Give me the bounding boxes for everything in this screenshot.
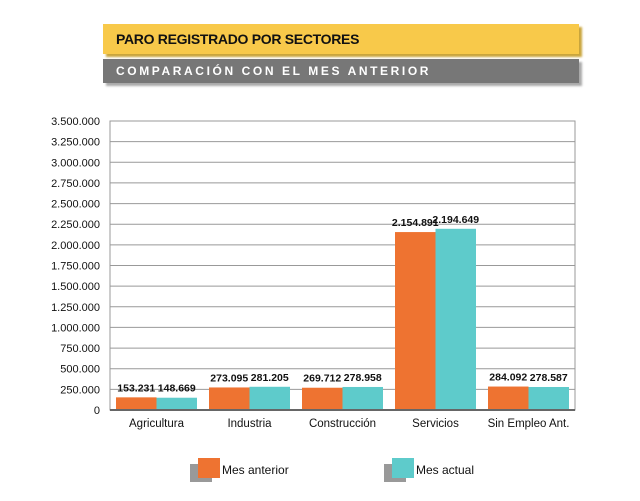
y-tick-label: 1.500.000 <box>51 281 100 293</box>
y-tick-label: 2.000.000 <box>51 240 100 252</box>
chart-title-banner: PARO REGISTRADO POR SECTORES <box>103 24 579 54</box>
bar-mes-actual <box>342 386 383 410</box>
data-label: 148.669 <box>158 383 196 395</box>
data-label: 284.092 <box>489 372 527 384</box>
y-tick-label: 0 <box>94 405 100 417</box>
x-tick-label: Sin Empleo Ant. <box>488 418 570 430</box>
y-tick-label: 1.250.000 <box>51 302 100 314</box>
x-tick-label: Construcción <box>309 418 376 430</box>
data-label: 278.958 <box>344 372 382 384</box>
x-tick-label: Agricultura <box>129 418 185 430</box>
bar-mes-actual <box>528 386 569 410</box>
bar-mes-anterior <box>488 386 529 410</box>
x-tick-label: Industria <box>227 418 272 430</box>
legend-swatch <box>392 458 414 478</box>
y-tick-label: 1.750.000 <box>51 261 100 273</box>
chart-subtitle: COMPARACIÓN CON EL MES ANTERIOR <box>116 64 432 78</box>
y-tick-label: 500.000 <box>60 364 100 376</box>
legend-item-mes-actual: Mes actual <box>384 456 474 484</box>
y-tick-label: 1.000.000 <box>51 322 100 334</box>
data-label: 2.194.649 <box>432 214 479 226</box>
y-tick-label: 2.750.000 <box>51 178 100 190</box>
x-tick-label: Servicios <box>412 418 459 430</box>
bar-mes-anterior <box>395 232 436 410</box>
y-tick-label: 3.250.000 <box>51 137 100 149</box>
y-tick-label: 2.250.000 <box>51 219 100 231</box>
data-label: 278.587 <box>530 372 568 384</box>
bar-mes-anterior <box>116 397 157 410</box>
bar-mes-anterior <box>302 387 343 410</box>
legend-label: Mes actual <box>416 463 475 477</box>
data-label: 2.154.891 <box>392 217 439 229</box>
y-tick-label: 250.000 <box>60 384 100 396</box>
legend-swatch <box>198 458 220 478</box>
y-tick-label: 3.000.000 <box>51 157 100 169</box>
y-tick-label: 2.500.000 <box>51 199 100 211</box>
legend-label: Mes anterior <box>222 463 289 477</box>
data-label: 269.712 <box>303 373 341 385</box>
bar-mes-actual <box>435 228 476 410</box>
y-tick-label: 3.500.000 <box>51 116 100 128</box>
legend-item-mes-anterior: Mes anterior <box>190 456 289 484</box>
y-tick-label: 750.000 <box>60 343 100 355</box>
chart-title: PARO REGISTRADO POR SECTORES <box>116 31 360 47</box>
bar-mes-actual <box>249 386 290 410</box>
data-label: 281.205 <box>251 372 289 384</box>
bar-mes-actual <box>156 397 197 410</box>
bar-mes-anterior <box>209 387 250 410</box>
data-label: 273.095 <box>210 372 248 384</box>
chart-subtitle-banner: COMPARACIÓN CON EL MES ANTERIOR <box>103 59 579 83</box>
data-label: 153.231 <box>117 382 155 394</box>
